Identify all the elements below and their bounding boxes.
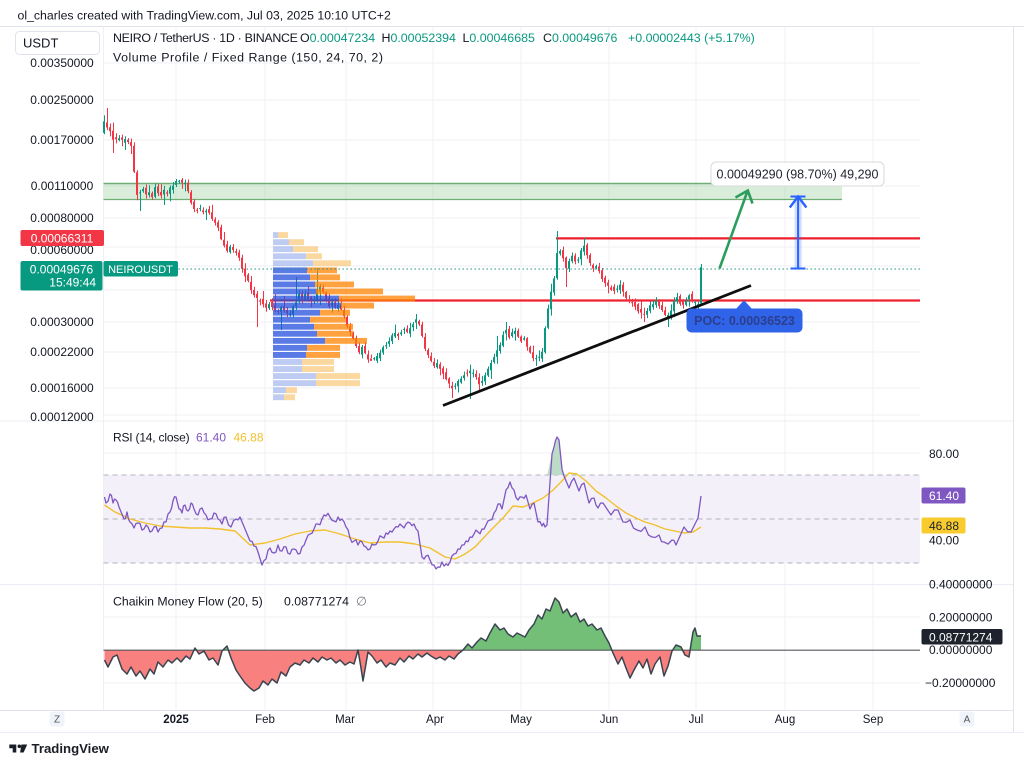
svg-text:0.00110000: 0.00110000	[31, 179, 94, 193]
svg-text:+0.00002443 (+5.17%): +0.00002443 (+5.17%)	[628, 31, 755, 45]
svg-text:2025: 2025	[163, 714, 189, 726]
svg-text:USDT: USDT	[23, 36, 58, 51]
svg-text:0.00030000: 0.00030000	[30, 315, 94, 329]
svg-text:0.08771274: 0.08771274	[284, 595, 349, 609]
svg-text:RSI (14, close): RSI (14, close)	[113, 431, 190, 445]
svg-text:Volume Profile / Fixed Range (: Volume Profile / Fixed Range (150, 24, 7…	[113, 51, 383, 65]
svg-text:0.00250000: 0.00250000	[30, 93, 94, 107]
svg-text:Apr: Apr	[426, 714, 444, 726]
svg-text:Chaikin Money Flow (20, 5): Chaikin Money Flow (20, 5)	[113, 595, 263, 609]
svg-text:TradingView: TradingView	[32, 741, 110, 756]
svg-text:46.88: 46.88	[234, 431, 264, 445]
svg-text:O0.00047234: O0.00047234	[300, 31, 375, 45]
svg-text:61.40: 61.40	[196, 431, 226, 445]
svg-text:0.00350000: 0.00350000	[30, 56, 94, 70]
svg-text:Aug: Aug	[775, 714, 795, 726]
svg-text:0.00049676: 0.00049676	[30, 263, 94, 277]
svg-text:46.88: 46.88	[929, 519, 959, 533]
svg-text:C0.00049676: C0.00049676	[543, 31, 618, 45]
svg-text:0.00000000: 0.00000000	[929, 643, 993, 657]
svg-text:Jun: Jun	[600, 714, 619, 726]
svg-text:Feb: Feb	[255, 714, 275, 726]
svg-text:Z: Z	[54, 715, 60, 726]
svg-text:0.00060000: 0.00060000	[30, 243, 94, 257]
svg-text:H0.00052394: H0.00052394	[382, 31, 457, 45]
svg-text:0.08771274: 0.08771274	[929, 631, 993, 645]
svg-text:−0.20000000: −0.20000000	[925, 676, 996, 690]
svg-text:ol_charles created with Tradin: ol_charles created with TradingView.com,…	[18, 9, 391, 23]
svg-text:0.00170000: 0.00170000	[30, 133, 94, 147]
svg-text:0.00049290 (98.70%) 49,290: 0.00049290 (98.70%) 49,290	[717, 168, 879, 182]
svg-text:40.00: 40.00	[929, 534, 959, 548]
svg-text:∅: ∅	[356, 595, 367, 609]
svg-text:61.40: 61.40	[929, 489, 959, 503]
svg-text:0.00012000: 0.00012000	[30, 410, 94, 424]
svg-text:A: A	[964, 715, 971, 726]
svg-text:NEIRO / TetherUS · 1D · BINANC: NEIRO / TetherUS · 1D · BINANCE	[113, 31, 298, 45]
svg-text:0.20000000: 0.20000000	[929, 611, 993, 625]
svg-text:0.00022000: 0.00022000	[30, 345, 94, 359]
svg-text:0.00080000: 0.00080000	[30, 211, 94, 225]
svg-text:Sep: Sep	[863, 714, 883, 726]
svg-text:Mar: Mar	[335, 714, 355, 726]
svg-text:POC: 0.00036523: POC: 0.00036523	[694, 314, 795, 328]
svg-text:15:49:44: 15:49:44	[49, 276, 96, 290]
svg-text:0.00016000: 0.00016000	[30, 381, 94, 395]
svg-text:80.00: 80.00	[929, 447, 959, 461]
svg-text:NEIROUSDT: NEIROUSDT	[108, 264, 173, 276]
svg-text:0.40000000: 0.40000000	[929, 578, 993, 592]
svg-text:L0.00046685: L0.00046685	[463, 31, 535, 45]
svg-text:Jul: Jul	[689, 714, 704, 726]
svg-text:0.00066311: 0.00066311	[31, 232, 94, 246]
svg-text:May: May	[510, 714, 532, 726]
